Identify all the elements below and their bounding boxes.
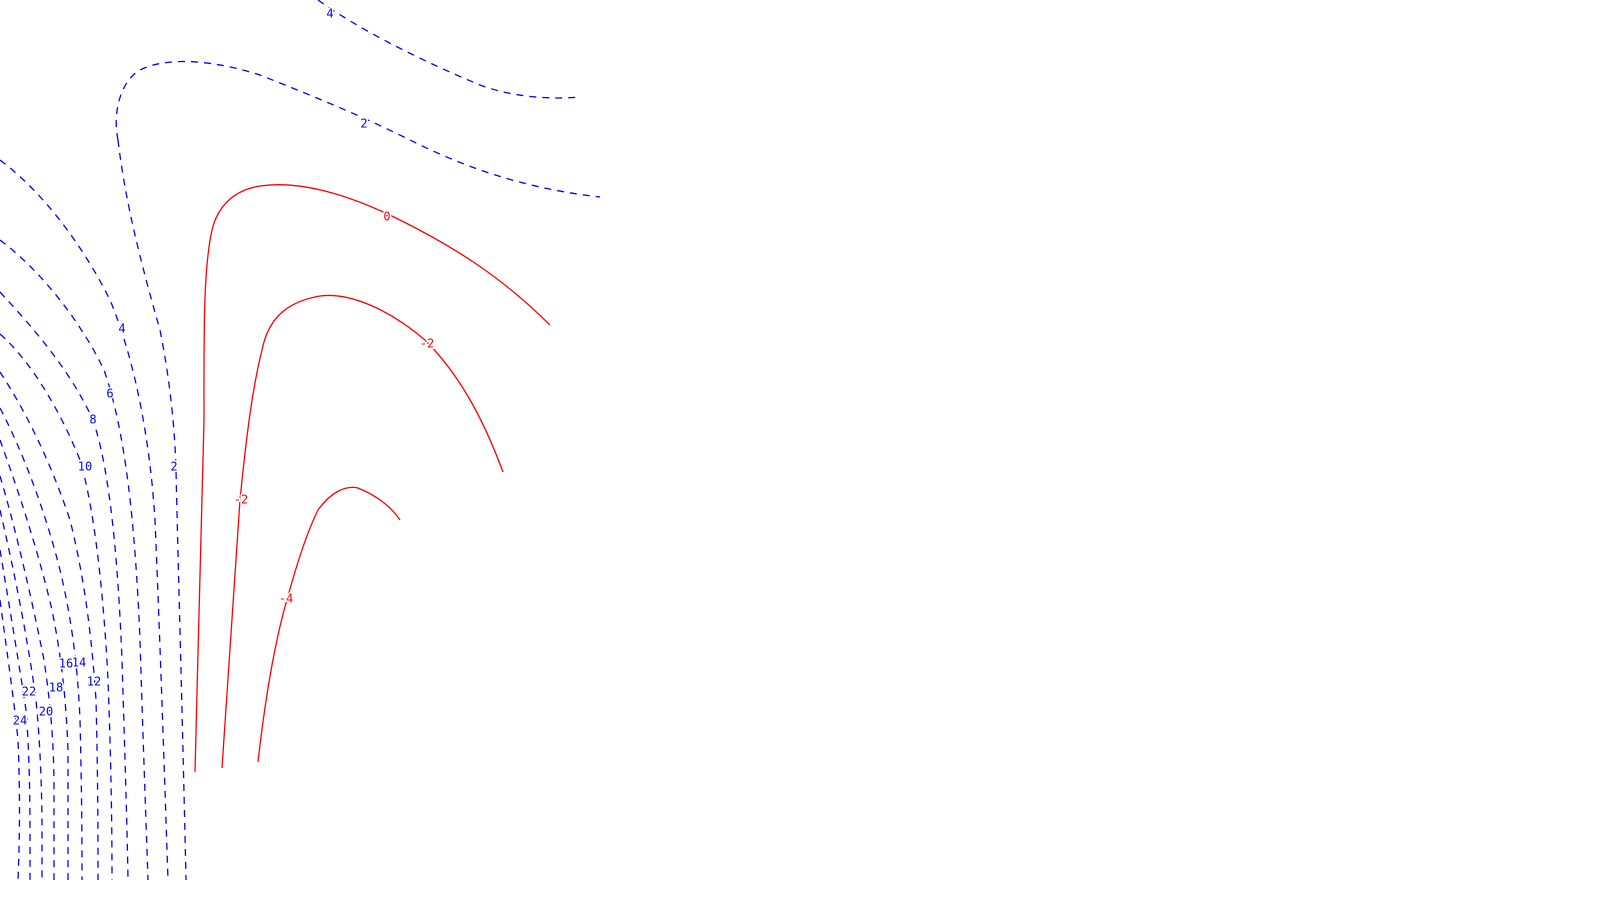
contour-line-dashed-2-top [115, 60, 601, 198]
contour-label-solid-4: -4 [279, 592, 293, 606]
contour-line-dashed-2-left [117, 139, 187, 881]
contour-line-dashed-16 [0, 439, 69, 880]
contour-label-dashed-18: 18 [49, 681, 63, 695]
contour-line-solid-2-lower [221, 339, 504, 769]
contour-label-dashed-22: 22 [22, 685, 36, 699]
contour-line-dashed-12 [0, 371, 99, 881]
contour-line-dashed-8 [0, 291, 129, 881]
contour-label-dashed-2-left: 2 [170, 460, 177, 474]
contour-label-dashed-10: 10 [78, 460, 92, 474]
contour-line-dashed-4-top [317, 0, 581, 99]
contour-label-solid-2-lower: -2 [234, 493, 248, 507]
contour-line-solid-0 [194, 184, 551, 773]
contour-line-dashed-20 [0, 509, 43, 880]
contour-label-dashed-6: 6 [106, 387, 113, 401]
contour-line-dashed-22 [0, 549, 31, 880]
contour-label-dashed-14: 14 [72, 656, 86, 670]
contour-label-dashed-4-left: 4 [118, 322, 125, 336]
contour-line-dashed-18 [0, 475, 55, 880]
contour-line-dashed-14 [0, 407, 83, 881]
contour-label-dashed-16: 16 [59, 657, 73, 671]
contour-label-dashed-12: 12 [87, 675, 101, 689]
contour-line-dashed-24 [0, 599, 21, 881]
contour-label-dashed-24: 24 [13, 714, 27, 728]
contour-line-dashed-6 [0, 239, 149, 881]
contour-label-dashed-8: 8 [89, 413, 96, 427]
contour-label-solid-2-upper: -2 [420, 337, 434, 351]
contour-label-solid-0: 0 [383, 210, 390, 224]
contour-line-solid-2-upper [261, 294, 426, 351]
contour-line-dashed-10 [0, 333, 113, 881]
contour-line-solid-4 [257, 486, 401, 763]
contour-label-dashed-4-top: 4 [326, 7, 333, 21]
contour-lines [0, 0, 601, 881]
contour-label-dashed-20: 20 [39, 705, 53, 719]
contour-label-dashed-2-top: 2 [360, 117, 367, 131]
